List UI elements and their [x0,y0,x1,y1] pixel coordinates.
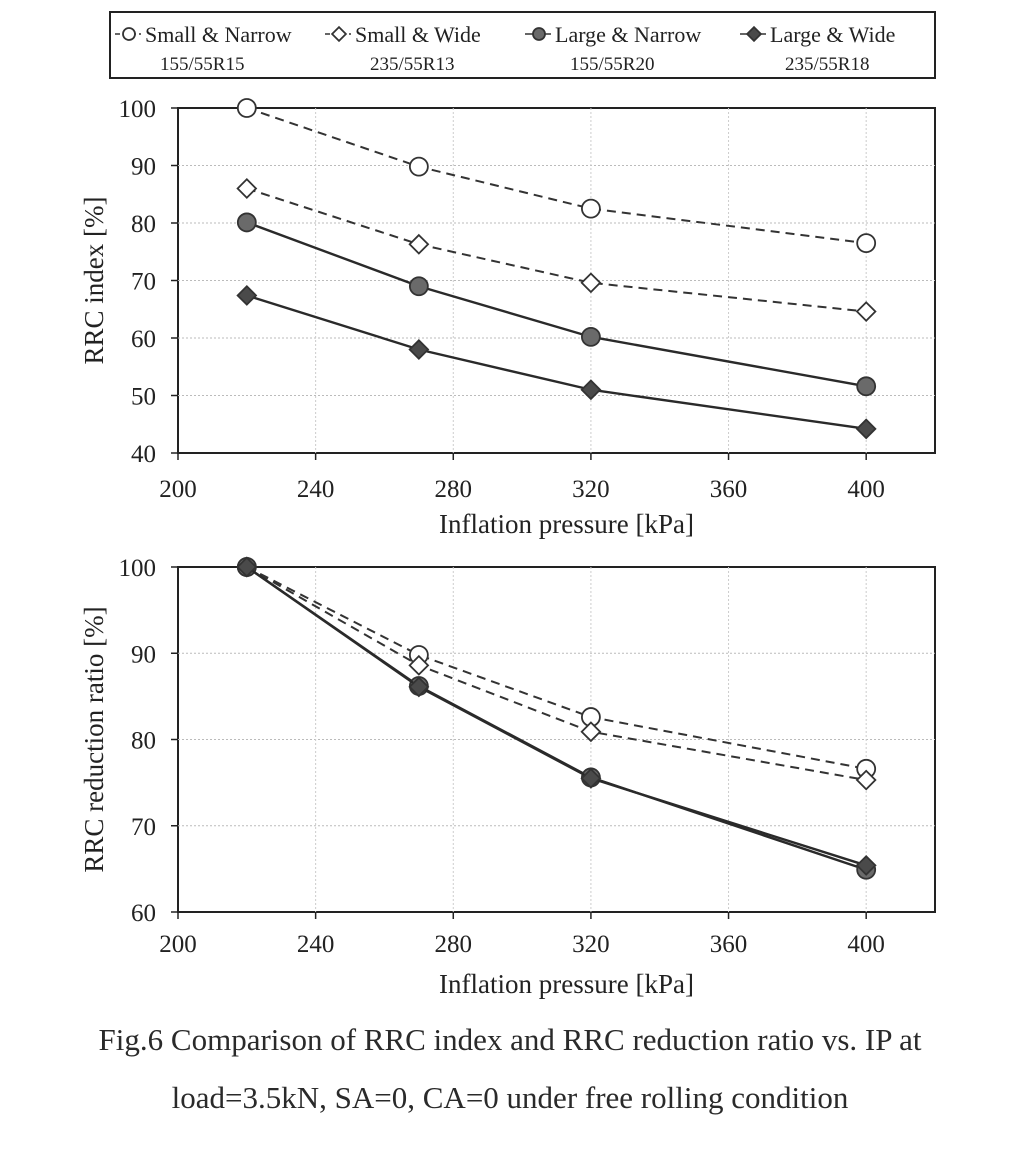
series-line [246,187,867,313]
y-tick-label: 80 [131,211,156,238]
y-tick-label: 50 [131,384,156,411]
series-large-wide [236,556,877,876]
legend-marker [532,27,546,41]
y-tick-label: 80 [131,728,156,755]
y-axis-label: RRC index [%] [79,197,109,365]
legend-tire-size: 155/55R15 [160,54,244,75]
x-tick-label: 360 [710,931,748,958]
y-tick-label: 70 [131,269,156,296]
data-point [236,556,258,578]
legend-marker [122,27,136,41]
y-tick-label: 60 [131,900,156,927]
x-tick-label: 360 [710,476,748,503]
data-point [855,418,877,440]
legend-entry-large-wide: Large & Wide 235/55R18 [740,22,895,75]
x-tick-label: 320 [572,931,610,958]
figure: Small & Narrow 155/55R15 Small & Wide 235/5… [79,11,936,999]
series-small-narrow [236,98,877,254]
x-axis-label: Inflation pressure [kPa] [439,969,694,999]
legend-entry-small-wide: Small & Wide 235/55R13 [325,22,481,75]
legend-box [109,11,936,79]
legend: Small & Narrow 155/55R15 Small & Wide 235/5… [109,11,936,79]
figure-caption-line-2: load=3.5kN, SA=0, CA=0 under free rollin… [171,1080,849,1115]
data-point [856,376,877,397]
x-axis-label: Inflation pressure [kPa] [439,509,694,539]
series-line [246,107,867,245]
legend-entry-large-narrow: Large & Narrow 155/55R20 [525,22,701,75]
data-point [580,379,602,401]
data-point [580,721,602,743]
data-point [236,98,257,118]
series-line [246,294,867,431]
data-point [855,301,877,323]
y-tick-label: 100 [119,555,157,582]
data-point [236,284,258,306]
data-point [408,156,429,177]
x-tick-label: 200 [159,931,197,958]
y-tick-label: 60 [131,326,156,353]
chart-rrc-index: 40 50 60 70 80 90 100 200 240 280 320 360 400 Inflati… [79,96,936,539]
legend-label: Large & Narrow [555,22,701,47]
data-point [236,212,257,233]
series-line [246,566,867,782]
data-point [408,339,430,360]
x-tick-label: 240 [297,476,335,503]
series-large-wide [236,284,877,440]
data-point [408,233,430,255]
legend-tire-size: 235/55R18 [785,54,869,75]
data-point [580,272,602,294]
data-point [408,276,429,297]
figure-caption-line-1: Fig.6 Comparison of RRC index and RRC re… [98,1022,922,1057]
x-tick-label: 320 [572,476,610,503]
data-point [236,178,258,199]
legend-marker [330,25,348,43]
x-tick-label: 400 [847,931,885,958]
data-point [580,767,602,789]
data-point [408,676,430,698]
plot-area [177,107,936,454]
legend-tire-size: 155/55R20 [570,54,654,75]
legend-label: Large & Wide [770,22,895,47]
data-point [581,326,601,347]
series-line [246,566,867,867]
y-tick-label: 100 [119,96,157,123]
x-tick-label: 200 [159,476,197,503]
series-line [246,221,867,388]
legend-marker [745,25,763,43]
chart-rrc-reduction-ratio: 60 70 80 90 100 200 240 280 320 360 400 Inflation p… [79,555,936,999]
y-tick-label: 40 [131,441,156,468]
data-point [855,854,877,876]
y-tick-label: 70 [131,814,156,841]
series-small-wide [236,178,877,323]
legend-label: Small & Narrow [145,22,292,47]
x-tick-label: 240 [297,931,335,958]
legend-entry-small-narrow: Small & Narrow 155/55R15 [115,22,292,75]
y-tick-label: 90 [131,641,156,668]
x-tick-label: 280 [435,931,473,958]
x-tick-label: 400 [847,476,885,503]
legend-label: Small & Wide [355,22,481,47]
data-point [856,233,877,254]
series-line [246,566,867,770]
plot-area [177,566,936,913]
data-point [581,198,601,219]
series-large-narrow [236,212,877,397]
legend-tire-size: 235/55R13 [370,54,454,75]
data-point [855,769,877,791]
data-point [408,654,430,676]
y-tick-label: 90 [131,154,156,181]
y-axis-label: RRC reduction ratio [%] [79,606,109,872]
x-tick-label: 280 [435,476,473,503]
